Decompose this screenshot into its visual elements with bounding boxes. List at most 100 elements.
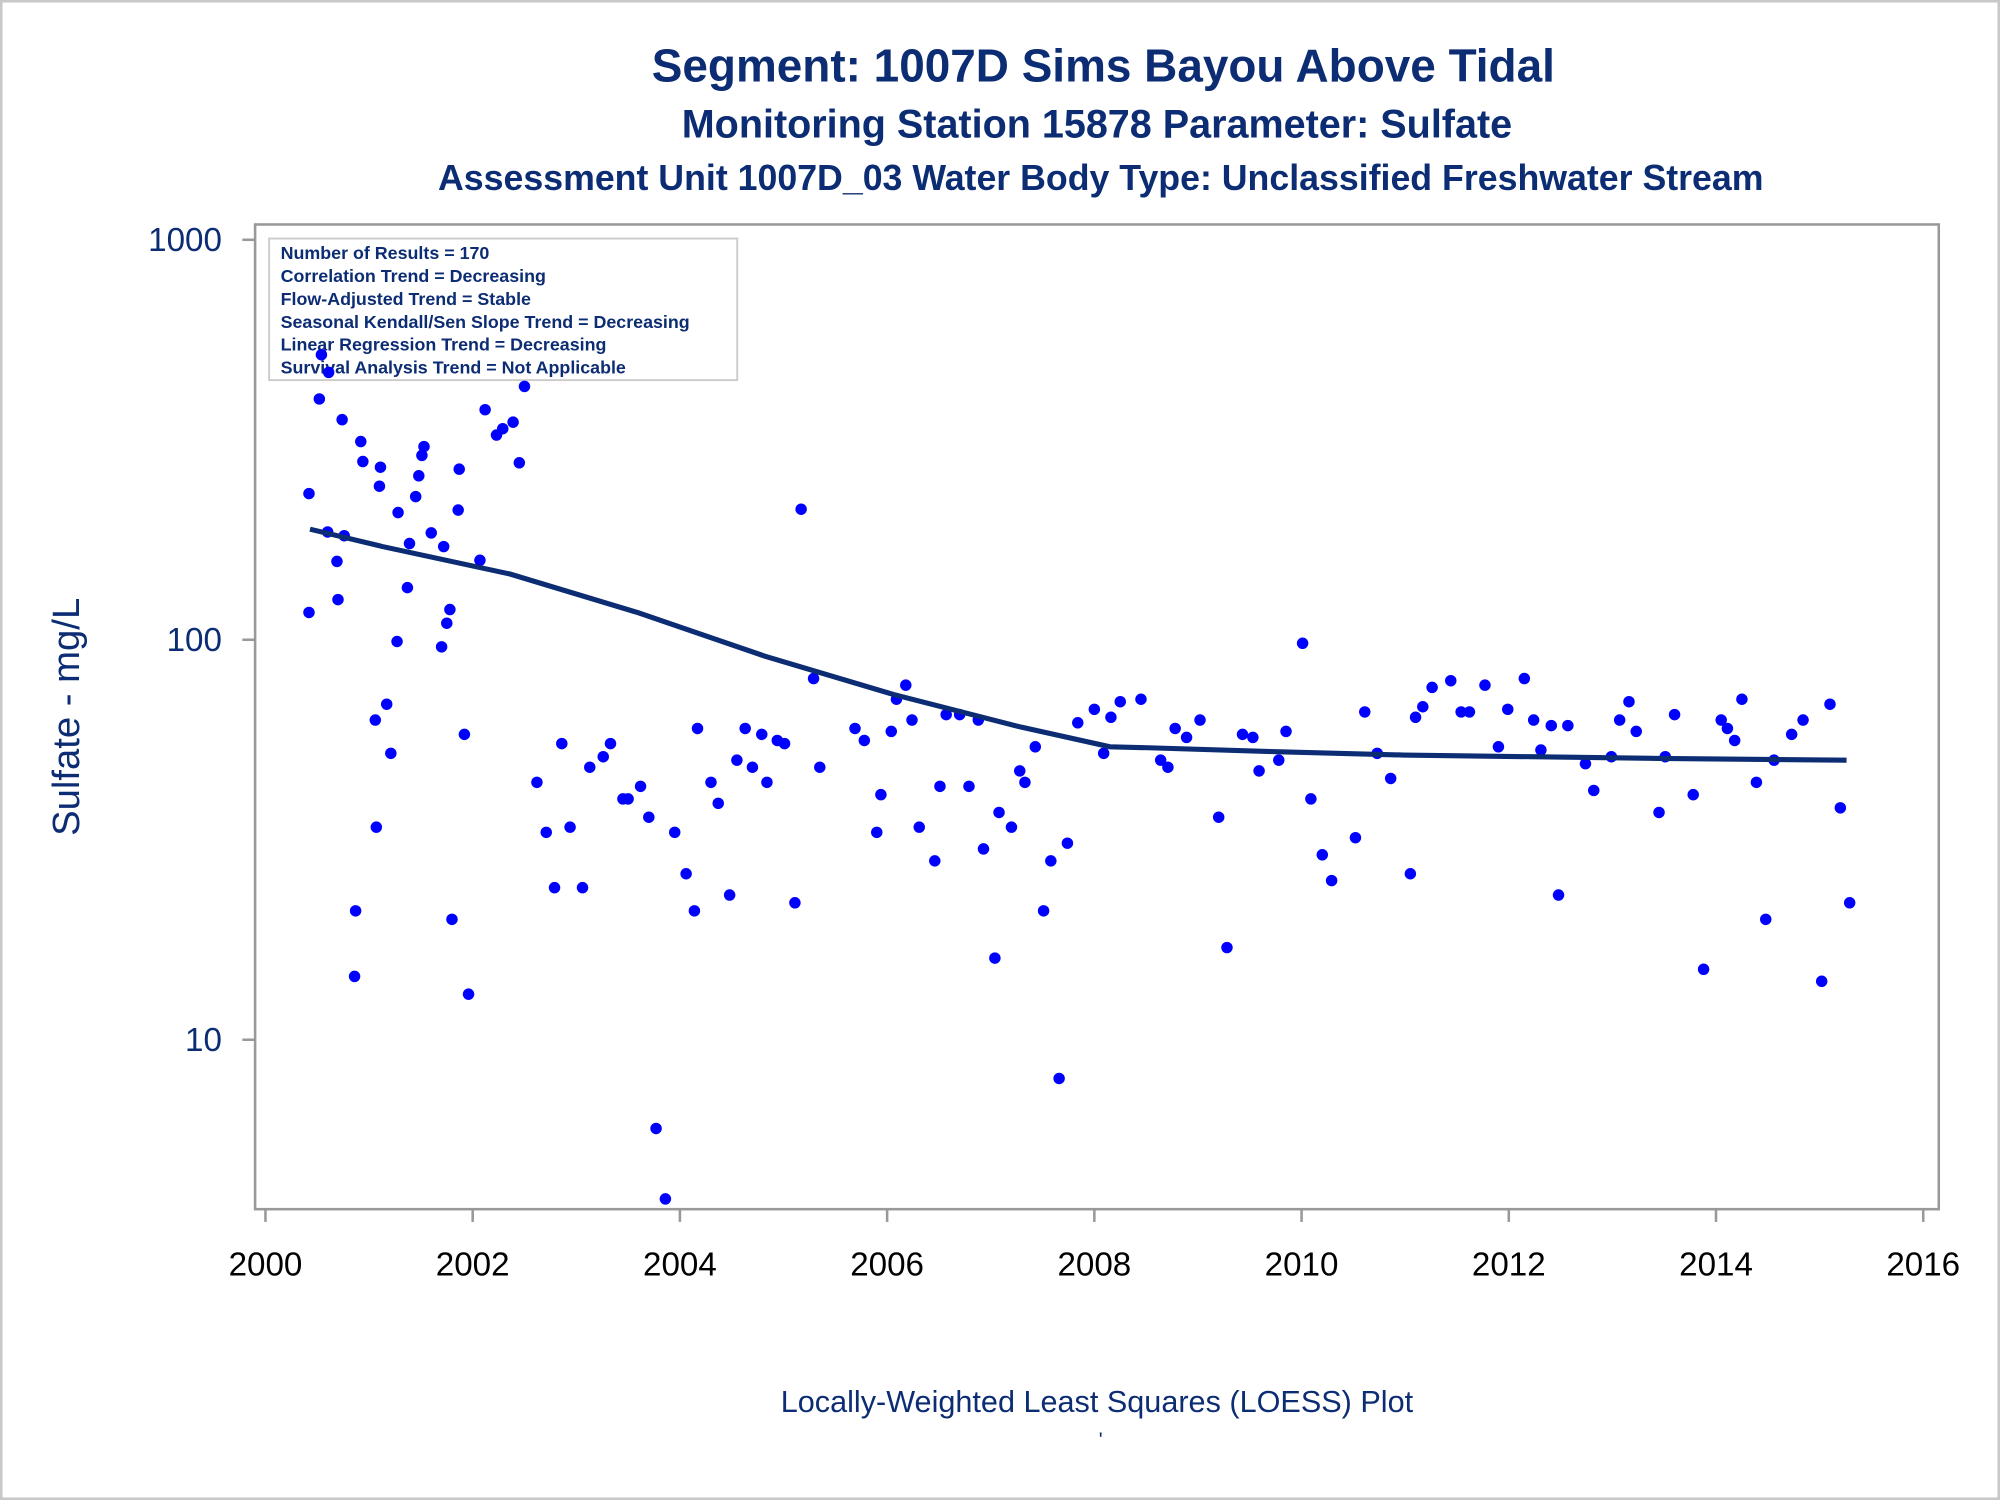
point <box>622 793 634 805</box>
x-tick-label: 2002 <box>436 1247 510 1284</box>
point <box>1623 695 1635 708</box>
point <box>1053 1072 1065 1085</box>
point <box>1455 706 1467 718</box>
point <box>1105 711 1117 724</box>
point <box>518 380 531 393</box>
point <box>1668 708 1681 721</box>
point <box>1180 731 1193 744</box>
point <box>1162 761 1174 773</box>
point <box>1579 757 1592 770</box>
point <box>403 537 416 550</box>
point <box>564 821 576 833</box>
point <box>756 728 768 741</box>
point <box>507 416 519 428</box>
point <box>723 889 736 901</box>
point <box>1750 776 1763 789</box>
point <box>1349 831 1362 844</box>
point <box>795 503 807 515</box>
point <box>348 970 361 983</box>
point <box>1843 897 1856 909</box>
point <box>1728 734 1741 747</box>
point <box>807 672 820 685</box>
point <box>1296 637 1309 650</box>
point <box>1061 837 1074 849</box>
footnote2: ' <box>1099 1429 1103 1451</box>
loess-line <box>309 526 1847 763</box>
point <box>401 581 414 594</box>
footnote: Locally-Weighted Least Squares (LOESS) P… <box>781 1385 1414 1419</box>
point <box>1785 728 1798 741</box>
point <box>1409 711 1422 724</box>
point <box>993 806 1005 819</box>
plot-area <box>253 223 1941 1211</box>
point <box>643 811 655 823</box>
point <box>1552 889 1565 901</box>
point <box>705 776 717 789</box>
point <box>650 1122 662 1135</box>
point <box>1736 693 1748 705</box>
point <box>1613 714 1626 726</box>
point <box>668 826 681 839</box>
point <box>513 457 526 469</box>
point <box>1097 747 1110 760</box>
point <box>1518 672 1531 685</box>
point <box>1019 776 1031 789</box>
point <box>778 737 791 750</box>
point <box>977 843 990 855</box>
point <box>913 821 925 833</box>
point <box>1479 679 1491 691</box>
point <box>1325 874 1338 887</box>
y-tick-label: 100 <box>167 622 222 659</box>
point <box>409 490 422 503</box>
point <box>385 747 397 760</box>
point <box>1005 821 1018 833</box>
point <box>303 606 315 619</box>
point <box>875 788 887 801</box>
x-tick-label: 2016 <box>1886 1247 1960 1284</box>
point <box>1236 728 1249 741</box>
point <box>1815 975 1828 988</box>
point <box>1014 765 1026 777</box>
point <box>355 435 367 448</box>
y-tick-label: 1000 <box>148 222 222 259</box>
point <box>1359 706 1371 718</box>
inset: Number of Results = 170 Correlation Trend… <box>281 243 690 378</box>
point <box>418 440 430 453</box>
inset-text: Correlation Trend = Decreasing <box>281 266 546 286</box>
point <box>1492 741 1505 753</box>
point <box>885 725 898 738</box>
point <box>374 461 387 473</box>
point <box>739 722 751 735</box>
inset-text: Seasonal Kendall/Sen Slope Trend = Decre… <box>281 312 690 332</box>
point <box>336 413 348 426</box>
point <box>1426 681 1438 694</box>
point <box>331 555 343 568</box>
point <box>1088 703 1101 716</box>
point <box>437 540 450 553</box>
point <box>474 554 486 567</box>
point <box>373 480 386 492</box>
point <box>1527 714 1540 726</box>
x-tick-label: 2004 <box>643 1247 717 1284</box>
point <box>584 761 596 773</box>
point <box>357 455 369 468</box>
inset-text: Survival Analysis Trend = Not Applicable <box>281 358 626 378</box>
point <box>1072 717 1084 729</box>
point <box>1445 674 1457 687</box>
point <box>761 776 773 789</box>
point <box>1045 855 1057 867</box>
x-tick-label: 2014 <box>1679 1247 1753 1284</box>
point <box>1687 788 1699 801</box>
point <box>1562 719 1574 732</box>
point <box>1797 714 1809 726</box>
point <box>1316 849 1329 861</box>
point <box>479 403 491 416</box>
point <box>303 487 315 500</box>
point <box>940 708 952 721</box>
point <box>322 366 335 379</box>
point <box>1169 722 1181 735</box>
point <box>425 527 437 539</box>
point <box>446 913 458 926</box>
point <box>1760 913 1772 926</box>
point <box>731 754 743 766</box>
